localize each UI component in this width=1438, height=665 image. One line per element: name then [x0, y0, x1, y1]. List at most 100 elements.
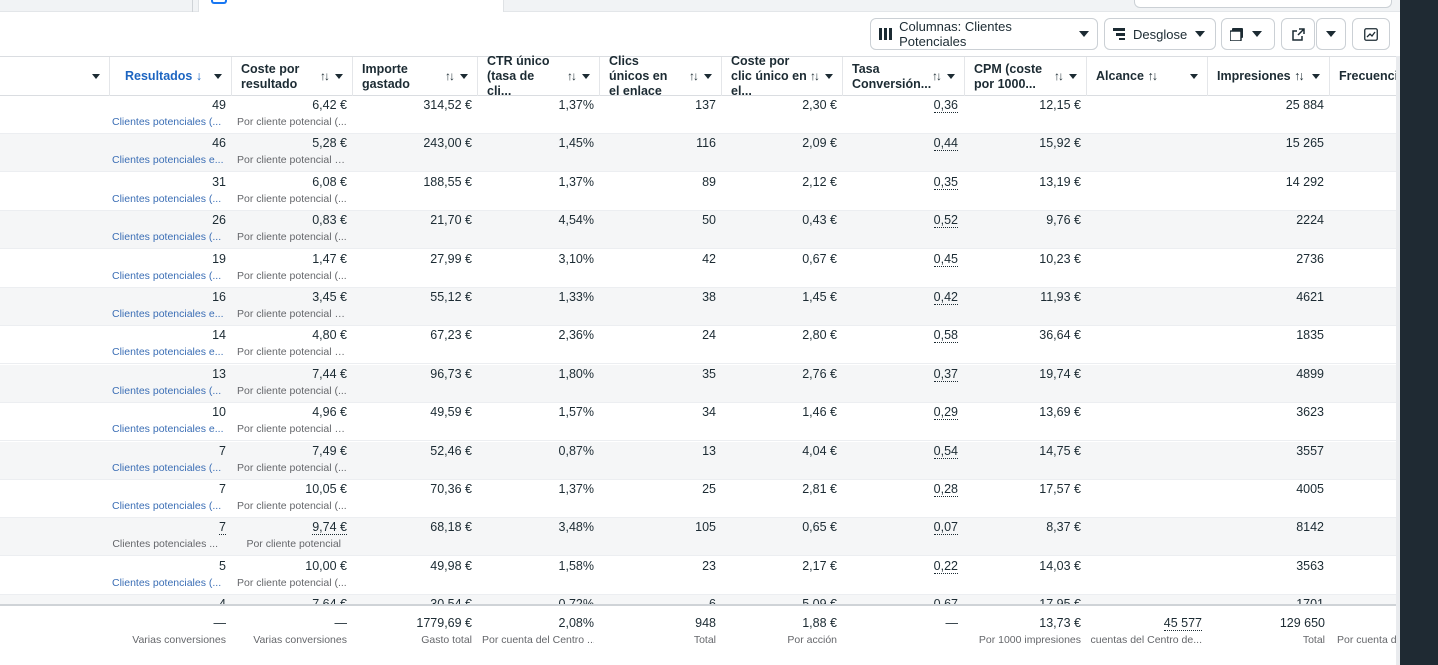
- cell-cpm-value: 15,92 €: [1039, 136, 1081, 151]
- chevron-down-icon: [460, 74, 468, 79]
- table-row[interactable]: 5 Clientes potenciales (... 10,00 € Por cli…: [0, 557, 1396, 595]
- cell-cost-per-result-unit[interactable]: Por cliente potencial (...: [237, 192, 347, 205]
- cell-unique-ctr: 1,57%: [559, 405, 594, 419]
- cell-results-value: 7: [219, 482, 226, 496]
- column-header-cost-per-result[interactable]: Coste por resultado ↑↓: [231, 57, 352, 96]
- cell-cost-per-result-unit[interactable]: Por cliente potencial d...: [237, 308, 347, 320]
- table-row[interactable]: 10 Clientes potenciales e... 4,96 € Por cli…: [0, 403, 1396, 442]
- cell-unique-link-clicks: 35: [702, 367, 716, 381]
- table-row[interactable]: 26 Clientes potenciales (... 0,83 € Por cli…: [0, 211, 1396, 250]
- cell-results-conversion[interactable]: Clientes potenciales e...: [112, 308, 224, 320]
- cell-cpm: 12,15 €: [1039, 98, 1081, 112]
- column-header-unique-link-clicks[interactable]: Clics únicos en el enlace ↑↓: [599, 54, 721, 98]
- cell-unique-link-clicks: 137: [695, 98, 716, 112]
- column-header-frequency[interactable]: Frecuencia: [1329, 57, 1396, 96]
- column-header-impressions[interactable]: Impresiones ↑↓: [1207, 57, 1329, 96]
- chart-view-button[interactable]: [1352, 18, 1390, 50]
- cell-unique-ctr-value: 1,33%: [558, 290, 594, 304]
- column-header-reach[interactable]: Alcance ↑↓: [1086, 57, 1207, 96]
- cell-cost-per-result-unit[interactable]: Por cliente potencial (...: [237, 231, 347, 244]
- table-row[interactable]: 7 Clientes potenciales ... 9,74 € Por clien…: [0, 518, 1396, 557]
- total-results: —: [213, 616, 227, 630]
- table-row[interactable]: 7 Clientes potenciales (... 10,05 € Por cli…: [0, 480, 1396, 518]
- table-row[interactable]: 49 Clientes potenciales (... 6,42 € Por cli…: [0, 96, 1396, 134]
- cell-unique-link-clicks-value: 35: [702, 366, 716, 381]
- cell-results-conversion[interactable]: Clientes potenciales (...: [112, 384, 222, 397]
- cell-results-value: 16: [212, 290, 226, 304]
- column-header-cost-per-unique-click[interactable]: Coste por clic único en el... ↑↓: [721, 54, 842, 98]
- cell-cost-per-result-unit[interactable]: Por cliente potencial (...: [237, 384, 347, 397]
- column-header-cpm[interactable]: CPM (coste por 1000... ↑↓: [964, 57, 1086, 96]
- cell-cost-per-unique-click: 1,45 €: [802, 290, 837, 304]
- total-impressions: 129 650: [1279, 616, 1325, 630]
- cell-impressions: 2224: [1296, 213, 1324, 227]
- cell-cpm-value: 36,64 €: [1039, 328, 1081, 343]
- cell-cost-per-result-unit[interactable]: Por cliente potencial (...: [237, 500, 347, 512]
- cell-cost-per-result-unit[interactable]: Por cliente potencial d...: [237, 346, 347, 359]
- cell-cpm: 36,64 €: [1039, 328, 1081, 342]
- sort-icon: ↑↓: [1147, 69, 1157, 83]
- breakdown-button[interactable]: Desglose: [1104, 18, 1216, 50]
- cell-results-conversion[interactable]: Clientes potenciales (...: [112, 461, 222, 474]
- cell-cost-per-result-unit[interactable]: Por cliente potencial: [246, 538, 341, 551]
- cell-unique-ctr: 1,37%: [559, 98, 594, 112]
- cell-results-conversion[interactable]: Clientes potenciales e...: [112, 423, 224, 436]
- cell-cost-per-result-value: 4,80 €: [312, 328, 347, 343]
- cell-results-conversion[interactable]: Clientes potenciales (...: [112, 500, 222, 512]
- cell-conversion-rate-value: 0,07: [933, 520, 958, 536]
- cell-cost-per-result-unit[interactable]: Por cliente potencial (...: [237, 116, 347, 128]
- cell-unique-link-clicks-value: 50: [702, 213, 716, 228]
- cell-results-conversion[interactable]: Clientes potenciales ...: [112, 538, 218, 551]
- cell-cost-per-result: 4,96 €: [312, 405, 347, 419]
- cell-results-conversion[interactable]: Clientes potenciales e...: [112, 154, 224, 167]
- cell-cost-per-unique-click: 2,09 €: [802, 136, 837, 150]
- cell-results: 4: [219, 597, 226, 604]
- table-row[interactable]: 4 7,64 € 30,54 € 0,72% 6 5,09 € 0,67 17,95 € 170…: [0, 595, 1396, 604]
- table-row[interactable]: 13 Clientes potenciales (... 7,44 € Por cli…: [0, 364, 1396, 403]
- cell-cost-per-result-unit[interactable]: Por cliente potencial d...: [237, 423, 347, 436]
- cell-impressions: 1835: [1296, 328, 1324, 342]
- cell-cost-per-result-unit[interactable]: Por cliente potencial (...: [237, 461, 347, 474]
- table-row[interactable]: 16 Clientes potenciales e... 3,45 € Por cli…: [0, 288, 1396, 326]
- cell-cost-per-result-unit[interactable]: Por cliente potencial (...: [237, 269, 347, 282]
- cell-amount-spent-value: 188,55 €: [423, 174, 472, 189]
- column-header-results[interactable]: Resultados ↓: [109, 57, 231, 96]
- column-header-unique-ctr[interactable]: CTR único (tasa de cli... ↑↓: [477, 54, 599, 98]
- table-row[interactable]: 19 Clientes potenciales (... 1,47 € Por cli…: [0, 250, 1396, 288]
- column-header-selector[interactable]: [0, 57, 109, 96]
- cell-conversion-rate-value: 0,29: [933, 405, 958, 421]
- cell-unique-link-clicks: 116: [696, 136, 716, 150]
- column-label: Coste por resultado: [241, 61, 300, 91]
- cell-results-conversion[interactable]: Clientes potenciales (...: [112, 192, 222, 205]
- vertical-scrollbar[interactable]: [1396, 56, 1400, 665]
- columns-label: Columnas: Clientes Potenciales: [899, 19, 1012, 49]
- cell-results-conversion[interactable]: Clientes potenciales (...: [112, 269, 222, 282]
- cell-results-conversion[interactable]: Clientes potenciales (...: [112, 576, 222, 589]
- table-row[interactable]: 7 Clientes potenciales (... 7,49 € Por clie…: [0, 441, 1396, 480]
- cell-cost-per-result-unit[interactable]: Por cliente potencial d...: [237, 154, 347, 167]
- cell-amount-spent: 49,59 €: [430, 405, 472, 419]
- cell-cost-per-result-value: 10,00 €: [305, 558, 347, 573]
- column-header-amount-spent[interactable]: Importe gastado ↑↓: [352, 57, 477, 96]
- export-button[interactable]: [1281, 18, 1315, 50]
- table-row[interactable]: 14 Clientes potenciales e... 4,80 € Por cli…: [0, 326, 1396, 365]
- cell-results: 14: [212, 328, 226, 342]
- cell-amount-spent-value: 68,18 €: [430, 520, 472, 535]
- cell-cpm-value: 17,57 €: [1039, 482, 1081, 496]
- cell-results-conversion[interactable]: Clientes potenciales e...: [112, 346, 224, 359]
- cell-unique-link-clicks: 6: [709, 597, 716, 604]
- active-tab[interactable]: [198, 0, 504, 12]
- export-menu-button[interactable]: [1316, 18, 1346, 50]
- cell-cost-per-result-unit[interactable]: Por cliente potencial (...: [237, 576, 347, 589]
- cell-results-conversion[interactable]: Clientes potenciales (...: [112, 116, 222, 128]
- table-row[interactable]: 31 Clientes potenciales (... 6,08 € Por cli…: [0, 173, 1396, 211]
- columns-button[interactable]: Columnas: Clientes Potenciales: [870, 18, 1098, 50]
- cell-unique-ctr: 0,72%: [559, 597, 594, 604]
- total-reach: 45 577: [1086, 616, 1202, 631]
- total-amount-spent-label: Gasto total: [421, 634, 472, 646]
- table-row[interactable]: 46 Clientes potenciales e... 5,28 € Por cli…: [0, 134, 1396, 173]
- column-header-conversion-rate[interactable]: Tasa Conversión... ↑↓: [842, 57, 964, 96]
- reports-button[interactable]: [1221, 18, 1275, 50]
- top-right-control[interactable]: [1134, 0, 1392, 8]
- cell-results-conversion[interactable]: Clientes potenciales (...: [112, 231, 222, 244]
